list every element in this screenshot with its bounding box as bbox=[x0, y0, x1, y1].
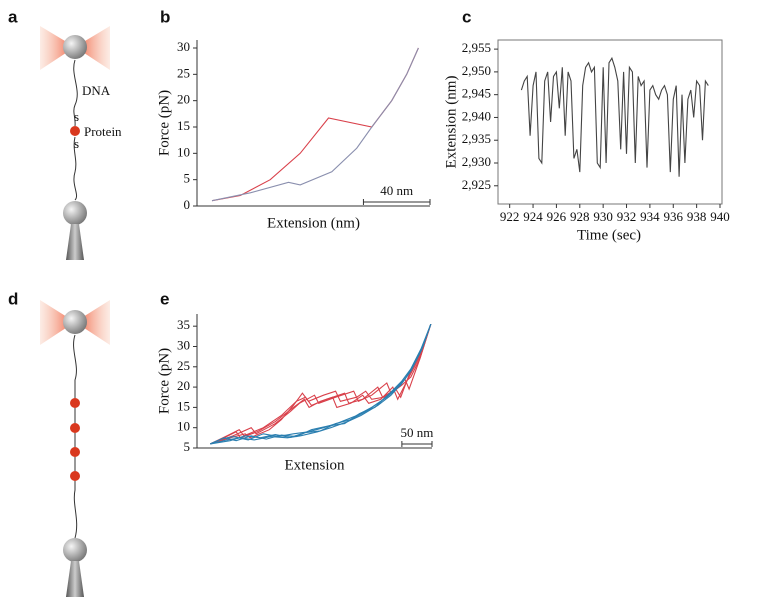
diagram-a: a s s DNA Protein bbox=[8, 7, 122, 260]
y-tick-label: 25 bbox=[177, 65, 190, 80]
protein bbox=[70, 471, 80, 481]
y-tick-label: 25 bbox=[177, 358, 190, 373]
dna-strand bbox=[73, 334, 78, 539]
x-tick-label: 940 bbox=[710, 209, 730, 224]
pipette bbox=[66, 561, 84, 597]
panel-label: a bbox=[8, 7, 18, 26]
panel-label: c bbox=[462, 7, 471, 26]
laser-beam bbox=[40, 26, 75, 70]
y-tick-label: 2,955 bbox=[462, 40, 491, 55]
dna-label: DNA bbox=[82, 83, 111, 98]
bead bbox=[63, 310, 87, 334]
protein-label: Protein bbox=[84, 124, 122, 139]
x-axis-label: Extension bbox=[285, 457, 345, 473]
y-axis-label: Force (pN) bbox=[156, 90, 172, 156]
x-tick-label: 928 bbox=[570, 209, 590, 224]
y-tick-label: 2,930 bbox=[462, 154, 491, 169]
protein bbox=[70, 398, 80, 408]
protein bbox=[70, 423, 80, 433]
pipette bbox=[66, 224, 84, 260]
y-tick-label: 15 bbox=[177, 118, 190, 133]
diagram-d: d bbox=[8, 289, 110, 597]
x-tick-label: 936 bbox=[664, 209, 684, 224]
y-tick-label: 2,940 bbox=[462, 108, 491, 123]
x-tick-label: 934 bbox=[640, 209, 660, 224]
y-tick-label: 35 bbox=[177, 317, 190, 332]
laser-beam bbox=[40, 300, 75, 345]
y-tick-label: 2,950 bbox=[462, 63, 491, 78]
plot-frame bbox=[497, 39, 723, 205]
bead bbox=[63, 35, 87, 59]
panel-label: e bbox=[160, 289, 169, 308]
x-tick-label: 930 bbox=[593, 209, 613, 224]
y-tick-label: 30 bbox=[177, 337, 190, 352]
bead bbox=[63, 201, 87, 225]
data-line bbox=[210, 324, 432, 445]
x-tick-label: 938 bbox=[687, 209, 707, 224]
y-tick-label: 30 bbox=[177, 39, 190, 54]
x-tick-label: 924 bbox=[523, 209, 543, 224]
y-tick-label: 15 bbox=[177, 398, 190, 413]
scale-bar-label: 40 nm bbox=[380, 183, 413, 198]
data-line bbox=[210, 324, 432, 445]
y-axis-label: Extension (nm) bbox=[443, 76, 459, 169]
laser-beam bbox=[75, 26, 110, 70]
x-tick-label: 922 bbox=[500, 209, 520, 224]
data-line bbox=[211, 47, 419, 202]
data-line bbox=[210, 324, 432, 445]
laser-beam bbox=[75, 300, 110, 345]
y-tick-label: 20 bbox=[177, 92, 190, 107]
y-tick-label: 5 bbox=[184, 439, 191, 454]
y-tick-label: 5 bbox=[184, 171, 191, 186]
data-line bbox=[210, 324, 432, 445]
linker: s bbox=[74, 109, 79, 124]
x-axis-label: Extension (nm) bbox=[267, 215, 360, 231]
x-tick-label: 932 bbox=[617, 209, 637, 224]
panel-label: b bbox=[160, 7, 170, 26]
data-line bbox=[211, 47, 419, 202]
data-line bbox=[520, 56, 709, 177]
bead bbox=[63, 538, 87, 562]
y-tick-label: 2,925 bbox=[462, 177, 491, 192]
y-tick-label: 2,945 bbox=[462, 86, 491, 101]
y-tick-label: 0 bbox=[184, 197, 191, 212]
data-line bbox=[210, 324, 432, 445]
y-tick-label: 10 bbox=[177, 144, 190, 159]
y-tick-label: 20 bbox=[177, 378, 190, 393]
y-axis-label: Force (pN) bbox=[156, 348, 172, 414]
linker: s bbox=[74, 136, 79, 151]
x-axis-label: Time (sec) bbox=[577, 227, 641, 243]
protein bbox=[70, 126, 80, 136]
data-line bbox=[210, 323, 432, 445]
dna-strand bbox=[73, 59, 78, 201]
data-line bbox=[210, 324, 432, 445]
scale-bar-label: 50 nm bbox=[400, 425, 433, 440]
y-tick-label: 10 bbox=[177, 419, 190, 434]
y-tick-label: 2,935 bbox=[462, 131, 491, 146]
panel-label: d bbox=[8, 289, 18, 308]
protein bbox=[70, 447, 80, 457]
data-line bbox=[210, 324, 432, 445]
x-tick-label: 926 bbox=[547, 209, 567, 224]
